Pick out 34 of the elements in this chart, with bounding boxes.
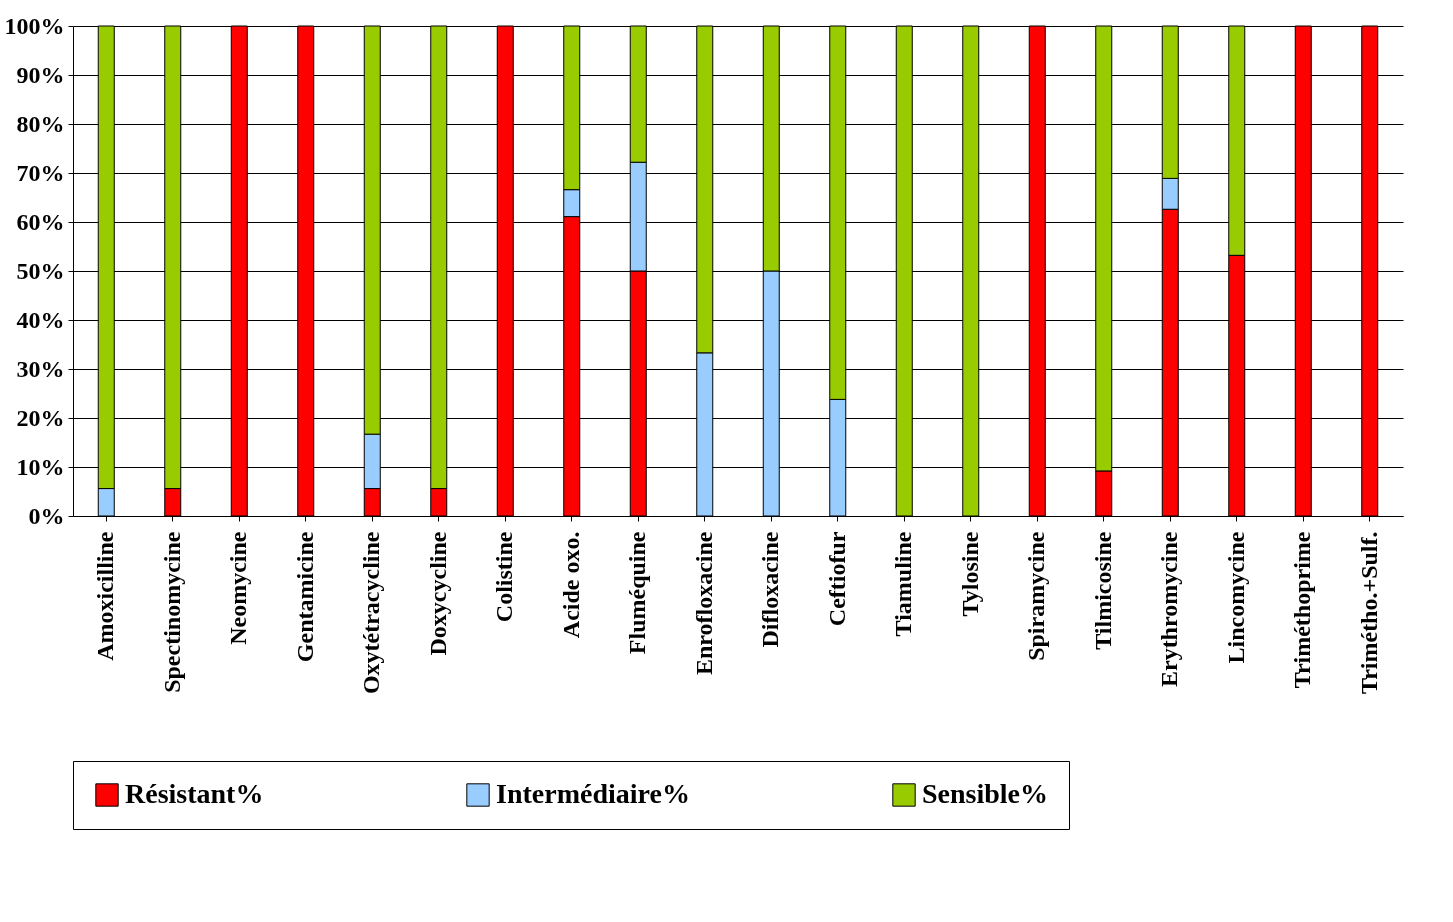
x-tick-label: Colistine — [491, 531, 518, 623]
x-tick-label: Lincomycine — [1222, 531, 1249, 664]
x-tick-label: Difloxacine — [757, 531, 784, 648]
x-tick-label: Fluméquine — [624, 531, 651, 655]
y-tick-label: 50% — [16, 257, 65, 284]
y-tick-label: 10% — [16, 453, 65, 480]
y-tick-label: 20% — [16, 404, 65, 431]
y-tick-label: 80% — [16, 110, 65, 137]
y-tick-label: 90% — [16, 61, 65, 88]
y-tick-label: 60% — [16, 208, 65, 235]
legend-label: Sensible% — [922, 778, 1049, 809]
x-tick-label: Triméthoprime — [1289, 531, 1316, 689]
x-tick-label: Acide oxo. — [557, 531, 584, 639]
x-tick-label: Gentamicine — [291, 531, 318, 663]
x-tick-label: Tylosine — [956, 531, 983, 617]
x-tick-label: Doxycycline — [424, 531, 451, 656]
legend-label: Résistant% — [125, 778, 264, 809]
y-tick-label: 40% — [16, 306, 65, 333]
x-tick-label: Tilmicosine — [1089, 531, 1116, 650]
y-tick-label: 30% — [16, 355, 65, 382]
x-tick-label: Ceftiofur — [823, 531, 850, 627]
y-tick-label: 0% — [28, 502, 65, 529]
x-tick-label: Tiamuline — [890, 531, 917, 637]
y-tick-label: 70% — [16, 159, 65, 186]
x-tick-label: Spectinomycine — [158, 531, 185, 693]
legend-label: Intermédiaire% — [496, 778, 690, 809]
y-tick-label: 100% — [4, 12, 65, 39]
x-tick-label: Oxytétracycline — [358, 531, 385, 695]
x-tick-label: Trimétho.+Sulf. — [1355, 531, 1382, 695]
x-tick-label: Amoxicilline — [92, 531, 119, 661]
x-tick-label: Erythromycine — [1156, 531, 1183, 688]
x-tick-label: Enrofloxacine — [690, 531, 717, 676]
x-tick-label: Neomycine — [225, 531, 252, 645]
x-tick-label: Spiramycine — [1023, 531, 1050, 661]
